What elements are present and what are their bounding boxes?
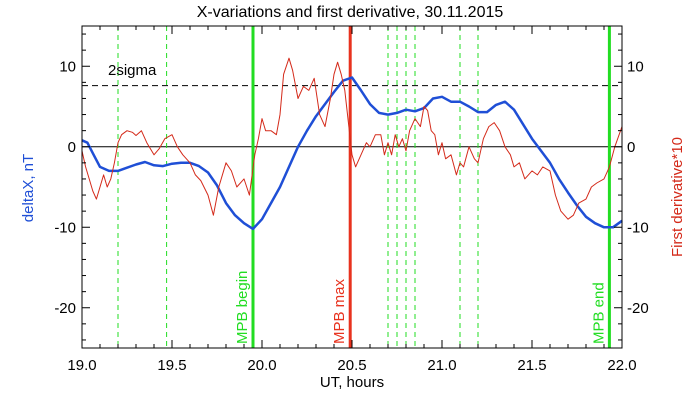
- x-tick-label: 21.0: [427, 357, 456, 374]
- x-tick-label: 20.5: [337, 357, 366, 374]
- reference-lines: [82, 85, 622, 148]
- x-tick-label: 20.0: [247, 357, 276, 374]
- y-axis-label-left: deltaX, nT: [20, 154, 37, 222]
- x-tick-label: 19.5: [157, 357, 186, 374]
- chart-title: X-variations and first derivative, 30.11…: [197, 4, 504, 21]
- x-axis-label: UT, hours: [320, 374, 384, 391]
- x-tick-label: 22.0: [607, 357, 636, 374]
- mpb-max-label: MPB max: [331, 278, 348, 344]
- y-tick-label-right: 10: [627, 58, 644, 75]
- y-tick-label-right: -20: [627, 300, 649, 317]
- y-tick-label-left: 10: [59, 58, 76, 75]
- y-tick-label-right: -10: [627, 219, 649, 236]
- series-derivative: [81, 57, 623, 220]
- boundary-markers: MPB begin MPB max MPB end: [117, 26, 611, 348]
- y-tick-label-right: 0: [627, 139, 635, 156]
- series-lines: [81, 57, 623, 231]
- x-tick-label: 21.5: [517, 357, 546, 374]
- mpb-begin-label: MPB begin: [234, 271, 251, 344]
- y-axis-label-right: First derivative*10: [669, 137, 686, 257]
- y-tick-label-left: 0: [68, 139, 76, 156]
- axes: 19.0 19.5 20.0 20.5 21.0 21.5 22.0 -20 -10 0 10 -20…: [54, 26, 649, 374]
- y-tick-label-left: -10: [54, 219, 76, 236]
- sigma-label: 2sigma: [108, 62, 157, 79]
- series-deltaX: [81, 76, 623, 231]
- x-tick-label: 19.0: [67, 357, 96, 374]
- mpb-end-label: MPB end: [590, 282, 607, 344]
- y-tick-label-left: -20: [54, 300, 76, 317]
- plot-frame: [81, 25, 623, 349]
